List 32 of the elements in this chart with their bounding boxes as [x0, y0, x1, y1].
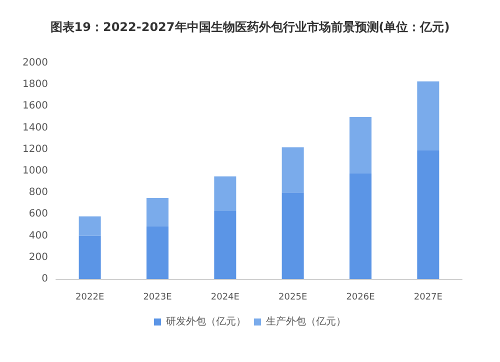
x-tick-label: 2025E [278, 292, 308, 302]
x-tick-label: 2027E [414, 292, 443, 302]
bar [78, 216, 101, 236]
x-tick-label: 2026E [346, 292, 376, 302]
bar [146, 226, 168, 279]
y-tick-label: 1200 [22, 144, 48, 155]
x-tick-label: 2023E [143, 292, 172, 302]
y-tick-label: 1800 [22, 79, 48, 90]
bar [417, 81, 440, 150]
y-tick-label: 0 [42, 274, 48, 284]
y-tick-label: 2000 [22, 58, 48, 68]
x-tick-label: 2024E [210, 292, 240, 302]
chart-title: 图表19：2022-2027年中国生物医药外包行业市场前景预测(单位：亿元) [50, 20, 450, 34]
y-tick-label: 400 [28, 230, 48, 242]
bar [350, 117, 372, 174]
y-tick-label: 200 [28, 252, 48, 263]
bar [78, 236, 101, 279]
y-tick-label: 600 [28, 208, 48, 220]
bar [417, 150, 440, 279]
x-tick-label: 2022E [76, 292, 104, 302]
y-tick-label: 800 [28, 187, 48, 198]
y-tick-label: 1600 [22, 100, 48, 112]
legend-label: 研发外包（亿元） [166, 316, 246, 328]
bar [146, 198, 168, 226]
bar [350, 173, 372, 279]
y-tick-label: 1400 [22, 122, 48, 134]
y-tick-label: 1000 [22, 166, 48, 176]
bar [214, 210, 236, 279]
bar [214, 176, 236, 211]
bar [282, 147, 304, 193]
bar [282, 192, 304, 279]
legend-label: 生产外包（亿元） [266, 316, 346, 328]
